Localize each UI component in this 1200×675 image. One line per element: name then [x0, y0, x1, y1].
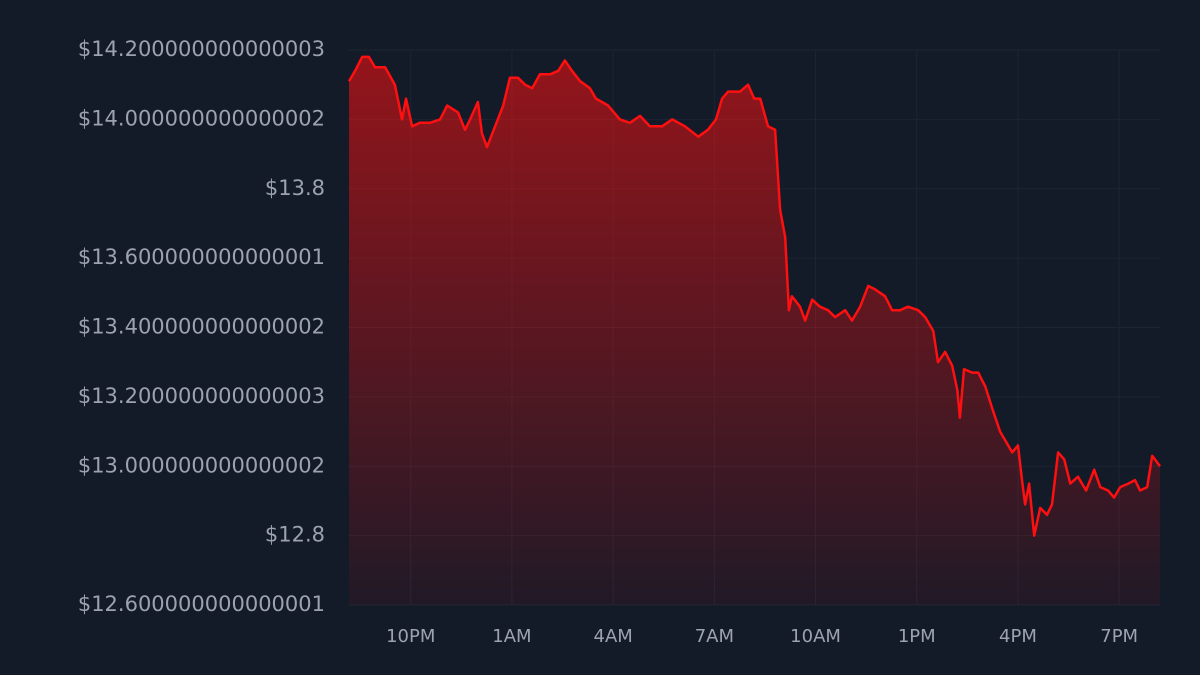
- x-tick-label: 1PM: [898, 626, 936, 647]
- area-fill: [349, 56, 1160, 605]
- x-tick-label: 1AM: [492, 626, 531, 647]
- x-tick-label: 10AM: [790, 626, 841, 647]
- y-tick-label: $13.8: [265, 176, 325, 200]
- x-tick-label: 4PM: [999, 626, 1037, 647]
- plot-area: [347, 55, 1161, 605]
- y-tick-label: $14.200000000000003: [78, 37, 325, 61]
- y-tick-label: $12.8: [265, 523, 325, 547]
- x-tick-label: 10PM: [386, 626, 435, 647]
- y-tick-label: $13.600000000000001: [78, 245, 325, 269]
- y-tick-label: $12.600000000000001: [78, 592, 325, 616]
- y-tick-label: $13.000000000000002: [78, 453, 325, 477]
- y-tick-label: $13.200000000000003: [78, 384, 325, 408]
- x-tick-label: 4AM: [594, 626, 633, 647]
- price-line: [347, 55, 1161, 537]
- x-tick-label: 7PM: [1100, 626, 1138, 647]
- y-tick-label: $14.000000000000002: [78, 106, 325, 130]
- y-tick-label: $13.400000000000002: [78, 315, 325, 339]
- x-tick-label: 7AM: [695, 626, 734, 647]
- axis-labels: $12.600000000000001 $12.8 $13.000000000000…: [78, 37, 1138, 647]
